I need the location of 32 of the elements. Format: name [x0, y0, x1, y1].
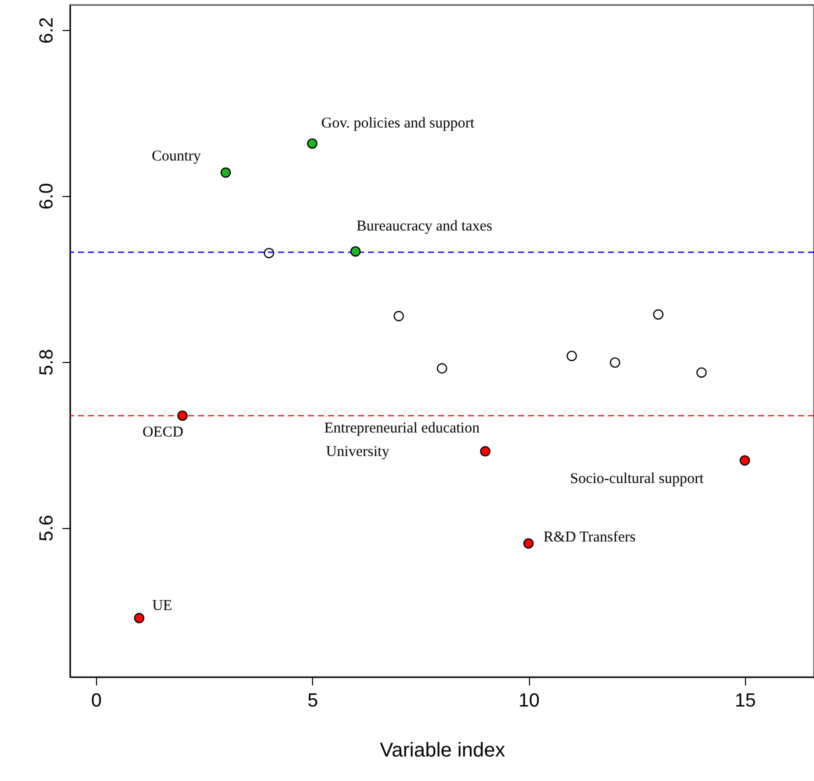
y-tick-label: 5.6 [36, 514, 58, 542]
y-tick-label: 6.2 [36, 17, 58, 44]
point [610, 357, 620, 368]
point [436, 363, 448, 374]
annotation: R&D Transfers [544, 529, 636, 546]
annotation: Country [152, 148, 202, 165]
annotation: Bureaucracy and taxes [356, 218, 492, 234]
point [696, 367, 707, 378]
point [566, 350, 577, 362]
y-tick-label: 6.0 [36, 183, 58, 210]
point [220, 167, 231, 178]
y-tick-label: 5.8 [36, 349, 58, 376]
annotation: Gov. policies and support [321, 116, 476, 132]
point [134, 612, 144, 624]
point [740, 455, 750, 466]
point [307, 138, 318, 149]
x-tick-label: 10 [518, 690, 540, 712]
annotation: OECD [142, 424, 184, 441]
x-axis-title: Variable index [380, 740, 506, 762]
x-tick-label: 15 [734, 690, 756, 712]
point [177, 410, 188, 421]
point [394, 310, 404, 322]
annotation: UE [152, 598, 172, 614]
annotation: Socio-cultural support [570, 471, 705, 487]
x-tick-label: 0 [91, 690, 102, 712]
annotation: University [326, 444, 390, 460]
point [653, 309, 664, 320]
annotation: Entrepreneurial education [324, 420, 480, 436]
point [350, 246, 361, 257]
point [480, 446, 490, 457]
point [523, 538, 534, 549]
x-tick-label: 5 [307, 690, 318, 712]
